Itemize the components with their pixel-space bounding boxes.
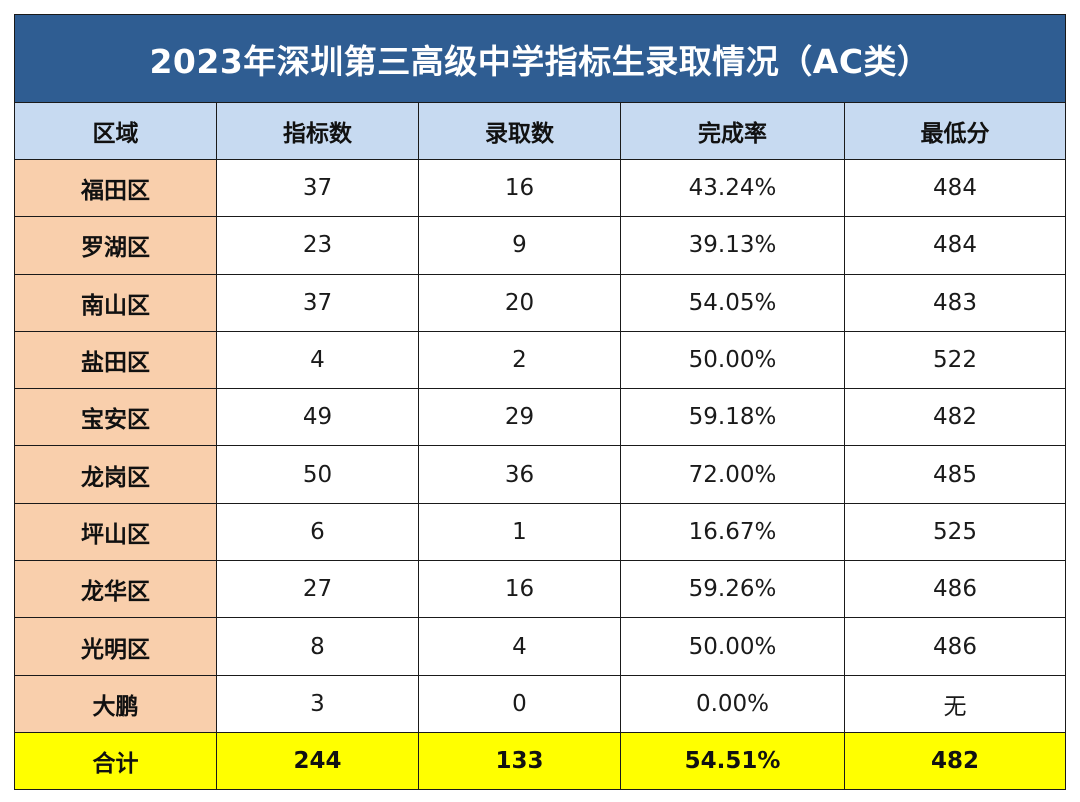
header-rate: 完成率 xyxy=(620,102,845,160)
rate-cell: 16.67% xyxy=(620,502,845,562)
rate-cell: 59.18% xyxy=(620,388,845,447)
min-score-cell: 522 xyxy=(844,330,1066,390)
min-score-cell: 525 xyxy=(844,502,1066,562)
rate-cell: 39.13% xyxy=(620,216,845,275)
table-row: 光明区 8 4 50.00% 486 xyxy=(14,617,1066,676)
admitted-cell: 1 xyxy=(418,502,621,562)
admitted-cell: 16 xyxy=(418,158,621,218)
table-row: 宝安区 49 29 59.18% 482 xyxy=(14,388,1066,447)
admitted-cell: 16 xyxy=(418,560,621,619)
rate-cell: 59.26% xyxy=(620,560,845,619)
admitted-cell: 4 xyxy=(418,617,621,676)
header-min-score: 最低分 xyxy=(844,102,1066,160)
min-score-cell: 484 xyxy=(844,216,1066,275)
region-cell: 南山区 xyxy=(14,273,217,332)
region-cell: 大鹏 xyxy=(14,674,217,733)
quota-cell: 27 xyxy=(216,560,419,619)
region-cell: 宝安区 xyxy=(14,388,217,447)
quota-cell: 6 xyxy=(216,502,419,562)
table-row: 龙岗区 50 36 72.00% 485 xyxy=(14,445,1066,504)
region-cell: 龙华区 xyxy=(14,560,217,619)
table-row: 坪山区 6 1 16.67% 525 xyxy=(14,502,1066,562)
table-row: 盐田区 4 2 50.00% 522 xyxy=(14,330,1066,390)
min-score-cell: 486 xyxy=(844,560,1066,619)
min-score-cell: 486 xyxy=(844,617,1066,676)
table-title: 2023年深圳第三高级中学指标生录取情况（AC类） xyxy=(14,14,1066,103)
admitted-cell: 0 xyxy=(418,674,621,733)
table-row: 龙华区 27 16 59.26% 486 xyxy=(14,560,1066,619)
admitted-cell: 20 xyxy=(418,273,621,332)
admitted-cell: 9 xyxy=(418,216,621,275)
rate-cell: 54.05% xyxy=(620,273,845,332)
region-cell: 盐田区 xyxy=(14,330,217,390)
region-cell: 罗湖区 xyxy=(14,216,217,275)
min-score-cell: 无 xyxy=(844,674,1066,733)
total-admitted-cell: 133 xyxy=(418,731,621,790)
quota-cell: 37 xyxy=(216,273,419,332)
quota-cell: 4 xyxy=(216,330,419,390)
total-quota-cell: 244 xyxy=(216,731,419,790)
region-cell: 福田区 xyxy=(14,158,217,218)
rate-cell: 72.00% xyxy=(620,445,845,504)
quota-cell: 50 xyxy=(216,445,419,504)
table-row: 南山区 37 20 54.05% 483 xyxy=(14,273,1066,332)
region-cell: 光明区 xyxy=(14,617,217,676)
table-row: 大鹏 3 0 0.00% 无 xyxy=(14,674,1066,733)
admitted-cell: 2 xyxy=(418,330,621,390)
region-cell: 龙岗区 xyxy=(14,445,217,504)
total-row: 合计 244 133 54.51% 482 xyxy=(14,731,1066,790)
quota-cell: 23 xyxy=(216,216,419,275)
total-rate-cell: 54.51% xyxy=(620,731,845,790)
admitted-cell: 36 xyxy=(418,445,621,504)
admitted-cell: 29 xyxy=(418,388,621,447)
table-row: 福田区 37 16 43.24% 484 xyxy=(14,158,1066,218)
rate-cell: 50.00% xyxy=(620,330,845,390)
total-min-score-cell: 482 xyxy=(844,731,1066,790)
quota-cell: 37 xyxy=(216,158,419,218)
quota-cell: 3 xyxy=(216,674,419,733)
quota-cell: 8 xyxy=(216,617,419,676)
min-score-cell: 485 xyxy=(844,445,1066,504)
min-score-cell: 484 xyxy=(844,158,1066,218)
rate-cell: 43.24% xyxy=(620,158,845,218)
min-score-cell: 483 xyxy=(844,273,1066,332)
min-score-cell: 482 xyxy=(844,388,1066,447)
admission-table: 2023年深圳第三高级中学指标生录取情况（AC类） 区域 指标数 录取数 完成率… xyxy=(14,14,1066,790)
title-row: 2023年深圳第三高级中学指标生录取情况（AC类） xyxy=(14,14,1066,103)
table-row: 罗湖区 23 9 39.13% 484 xyxy=(14,216,1066,275)
region-cell: 坪山区 xyxy=(14,502,217,562)
total-region-cell: 合计 xyxy=(14,731,217,790)
header-region: 区域 xyxy=(14,102,217,160)
header-quota: 指标数 xyxy=(216,102,419,160)
header-row: 区域 指标数 录取数 完成率 最低分 xyxy=(14,102,1066,160)
rate-cell: 0.00% xyxy=(620,674,845,733)
rate-cell: 50.00% xyxy=(620,617,845,676)
quota-cell: 49 xyxy=(216,388,419,447)
header-admitted: 录取数 xyxy=(418,102,621,160)
